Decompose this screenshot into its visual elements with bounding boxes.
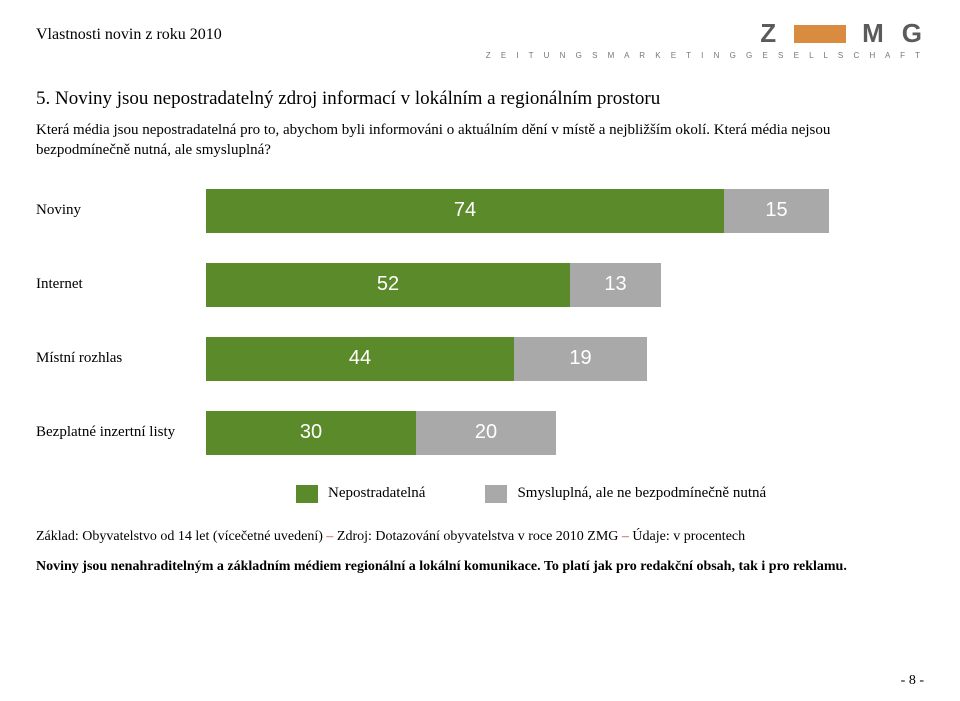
chart-bar-segment: 20 [416,411,556,455]
page-title: 5. Noviny jsou nepostradatelný zdroj inf… [36,88,924,110]
chart-row: Noviny7415 [36,189,924,233]
logo-letter-g: G [902,18,924,49]
chart-row: Bezplatné inzertní listy3020 [36,411,924,455]
chart-row: Místní rozhlas4419 [36,337,924,381]
logo-letter-m: M [862,18,886,49]
page-subtitle: Která média jsou nepostradatelná pro to,… [36,120,916,161]
source-zdroj: Zdroj: Dotazování obyvatelstva v roce 20… [337,529,622,544]
footnote: Noviny jsou nenahraditelným a základním … [36,559,924,575]
source-base: Základ: Obyvatelstvo od 14 let (vícečetn… [36,529,326,544]
bar-chart: Noviny7415 Internet5213 Místní rozhlas4419… [36,189,924,455]
chart-bar-track: 3020 [206,411,906,455]
source-dash2: – [622,529,633,544]
legend-swatch-useful [485,485,507,503]
chart-bar-segment: 15 [724,189,829,233]
source-udaje: Údaje: v procentech [632,529,745,544]
source-dash1: – [326,529,337,544]
logo-tagline: Z E I T U N G S M A R K E T I N G G E S … [486,51,924,60]
legend: Nepostradatelná Smysluplná, ale ne bezpo… [296,485,924,503]
logo-accent-block [794,25,846,43]
legend-label-essential: Nepostradatelná [328,485,425,502]
legend-swatch-essential [296,485,318,503]
logo-letter-z: Z [760,18,778,49]
chart-row-label: Internet [36,276,206,293]
chart-bar-segment: 74 [206,189,724,233]
page: Vlastnosti novin z roku 2010 Z M G Z E I… [0,0,960,701]
chart-bar-segment: 19 [514,337,647,381]
chart-row-label: Bezplatné inzertní listy [36,424,206,441]
legend-item-essential: Nepostradatelná [296,485,425,503]
legend-label-useful: Smysluplná, ale ne bezpodmínečně nutná [517,485,766,502]
legend-item-useful: Smysluplná, ale ne bezpodmínečně nutná [485,485,766,503]
logo-letters: Z M G [486,18,924,49]
chart-bar-segment: 44 [206,337,514,381]
chart-bar-segment: 13 [570,263,661,307]
eyebrow: Vlastnosti novin z roku 2010 [36,18,222,44]
chart-row-label: Noviny [36,202,206,219]
chart-row: Internet5213 [36,263,924,307]
chart-bar-segment: 30 [206,411,416,455]
chart-bar-track: 4419 [206,337,906,381]
logo: Z M G Z E I T U N G S M A R K E T I N G … [486,18,924,60]
source-line: Základ: Obyvatelstvo od 14 let (vícečetn… [36,529,924,545]
chart-bar-segment: 52 [206,263,570,307]
header: Vlastnosti novin z roku 2010 Z M G Z E I… [36,18,924,60]
chart-bar-track: 7415 [206,189,906,233]
page-number: - 8 - [901,673,924,689]
chart-bar-track: 5213 [206,263,906,307]
chart-row-label: Místní rozhlas [36,350,206,367]
